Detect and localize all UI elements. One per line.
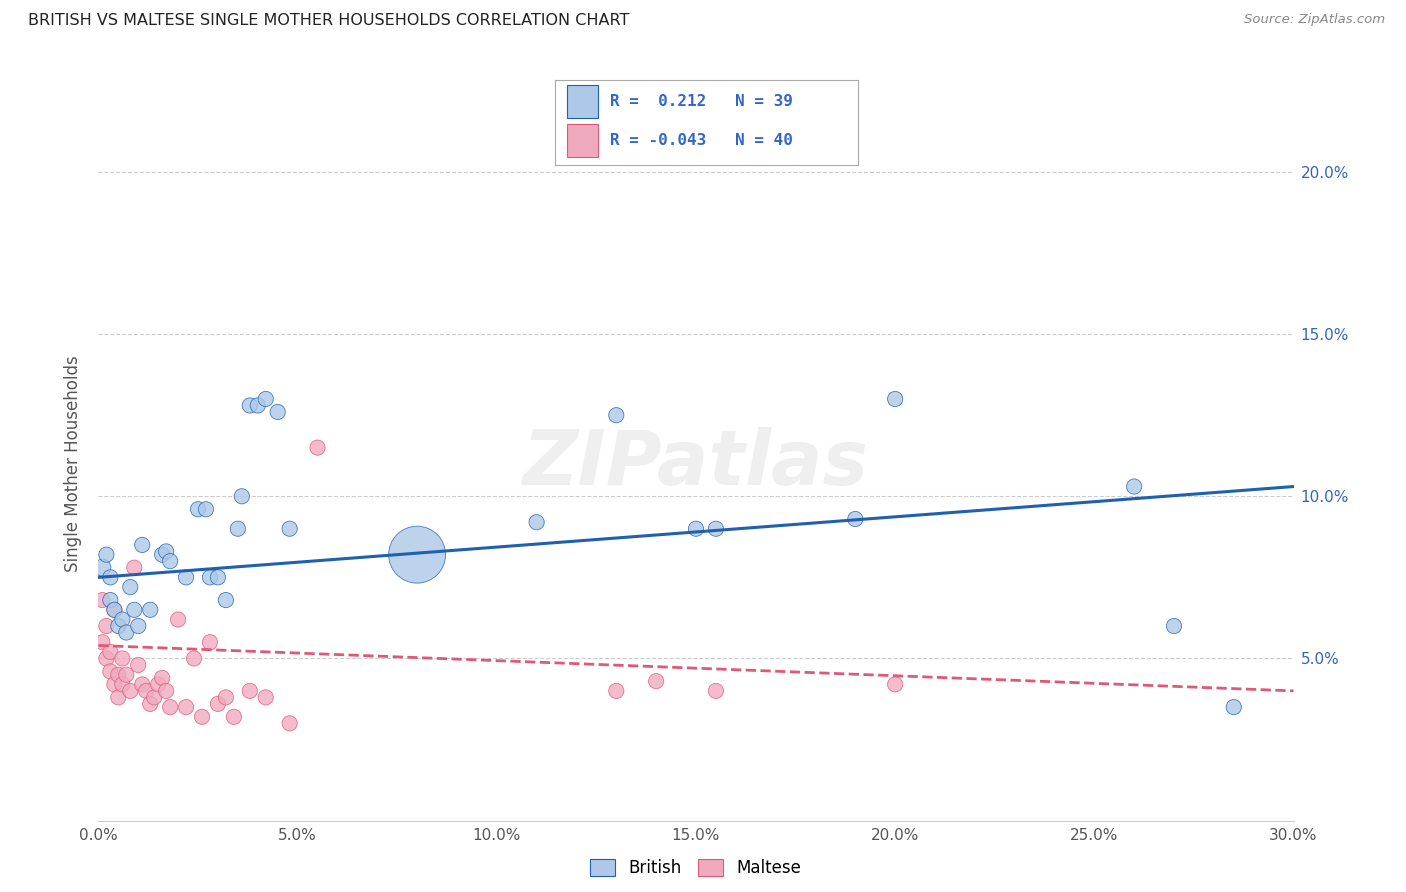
Point [278,522,301,536]
Point [111,613,134,627]
Point [254,392,277,406]
Point [107,667,129,681]
Point [135,684,157,698]
Point [139,697,162,711]
Text: R = -0.043   N = 40: R = -0.043 N = 40 [610,133,793,148]
Point [704,684,727,698]
Point [150,671,173,685]
Point [406,548,429,562]
Point [143,690,166,705]
Point [307,441,329,455]
Point [215,690,238,705]
Point [183,651,205,665]
Point [127,657,149,672]
Point [685,522,707,536]
Point [124,560,146,574]
Point [191,710,214,724]
Point [605,684,627,698]
Point [198,635,221,649]
Point [107,690,129,705]
Point [884,392,907,406]
Point [155,544,177,558]
Point [100,665,122,679]
Point [239,399,262,413]
Point [159,700,181,714]
Point [239,684,262,698]
Point [115,667,138,681]
Point [198,570,221,584]
Y-axis label: Single Mother Households: Single Mother Households [65,356,83,572]
Point [704,522,727,536]
Point [115,625,138,640]
Point [120,684,142,698]
Bar [568,124,598,157]
Point [267,405,290,419]
Point [91,560,114,574]
Point [148,677,170,691]
Point [107,619,129,633]
Point [96,651,118,665]
Point [215,593,238,607]
Point [246,399,269,413]
Point [174,570,197,584]
Text: R =  0.212   N = 39: R = 0.212 N = 39 [610,94,793,109]
Point [174,700,197,714]
Point [150,548,173,562]
Text: ZIPatlas: ZIPatlas [523,427,869,500]
Point [91,593,114,607]
Point [278,716,301,731]
Point [884,677,907,691]
Point [103,603,125,617]
Legend: British, Maltese: British, Maltese [583,852,808,884]
Point [131,677,153,691]
Point [96,619,118,633]
Point [1123,479,1146,493]
Point [120,580,142,594]
Point [100,593,122,607]
Point [187,502,209,516]
Point [1222,700,1246,714]
Point [222,710,245,724]
Text: Source: ZipAtlas.com: Source: ZipAtlas.com [1244,13,1385,27]
Point [111,651,134,665]
Point [124,603,146,617]
Point [226,522,249,536]
Point [155,684,177,698]
Point [195,502,218,516]
Point [100,570,122,584]
Point [844,512,866,526]
Point [103,603,125,617]
Point [645,674,668,689]
Point [207,697,229,711]
Point [167,613,190,627]
Point [100,645,122,659]
Point [605,408,627,422]
Point [127,619,149,633]
Point [526,515,548,529]
Point [1163,619,1185,633]
Point [131,538,153,552]
Point [231,489,253,503]
Point [91,635,114,649]
Bar [568,86,598,118]
Point [207,570,229,584]
Point [103,677,125,691]
Point [159,554,181,568]
Point [254,690,277,705]
Point [111,677,134,691]
Text: BRITISH VS MALTESE SINGLE MOTHER HOUSEHOLDS CORRELATION CHART: BRITISH VS MALTESE SINGLE MOTHER HOUSEHO… [28,13,630,29]
Point [96,548,118,562]
Point [139,603,162,617]
